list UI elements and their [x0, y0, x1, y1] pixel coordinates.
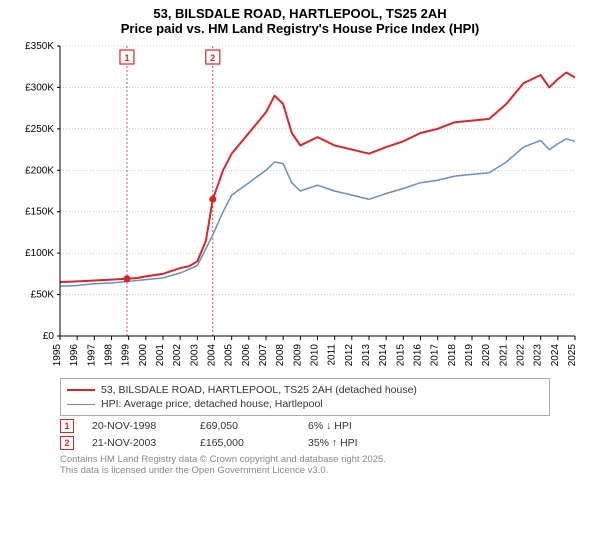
svg-text:1995: 1995 — [52, 344, 63, 367]
legend-label-property: 53, BILSDALE ROAD, HARTLEPOOL, TS25 2AH … — [101, 384, 417, 396]
legend: 53, BILSDALE ROAD, HARTLEPOOL, TS25 2AH … — [60, 378, 550, 416]
sale-delta-1: 6% ↓ HPI — [308, 420, 398, 432]
svg-text:1996: 1996 — [69, 344, 80, 367]
svg-text:1997: 1997 — [86, 344, 97, 367]
legend-label-hpi: HPI: Average price, detached house, Hart… — [101, 398, 323, 410]
svg-text:2001: 2001 — [155, 344, 166, 367]
svg-text:2024: 2024 — [550, 344, 561, 367]
svg-text:2017: 2017 — [430, 344, 441, 367]
sale-price-2: £165,000 — [200, 437, 290, 449]
svg-text:1: 1 — [124, 53, 129, 63]
footer: Contains HM Land Registry data © Crown c… — [60, 454, 600, 477]
svg-text:2000: 2000 — [138, 344, 149, 367]
svg-text:2020: 2020 — [481, 344, 492, 367]
svg-text:2006: 2006 — [241, 344, 252, 367]
svg-text:2: 2 — [210, 53, 215, 63]
sale-date-1: 20-NOV-1998 — [92, 420, 182, 432]
svg-text:2016: 2016 — [413, 344, 424, 367]
legend-row-property: 53, BILSDALE ROAD, HARTLEPOOL, TS25 2AH … — [67, 383, 543, 397]
title-line-2: Price paid vs. HM Land Registry's House … — [0, 21, 600, 36]
svg-text:2009: 2009 — [292, 344, 303, 367]
svg-text:2012: 2012 — [344, 344, 355, 367]
sale-marker-2-icon: 2 — [60, 436, 74, 450]
svg-text:£350K: £350K — [25, 41, 54, 52]
svg-text:2022: 2022 — [516, 344, 527, 367]
svg-text:2015: 2015 — [395, 344, 406, 367]
sale-row-1: 1 20-NOV-1998 £69,050 6% ↓ HPI — [60, 419, 600, 433]
svg-text:£150K: £150K — [25, 207, 54, 218]
svg-text:2002: 2002 — [172, 344, 183, 367]
sale-price-1: £69,050 — [200, 420, 290, 432]
svg-text:£50K: £50K — [31, 290, 55, 301]
svg-text:£0: £0 — [43, 331, 55, 342]
price-chart: £0 £50K £100K £150K £200K £250K £300K £350K 1 2 19… — [0, 36, 600, 376]
title-block: 53, BILSDALE ROAD, HARTLEPOOL, TS25 2AH … — [0, 0, 600, 36]
svg-text:2021: 2021 — [498, 344, 509, 367]
svg-text:£200K: £200K — [25, 165, 54, 176]
svg-text:£100K: £100K — [25, 248, 54, 259]
svg-text:2007: 2007 — [258, 344, 269, 367]
svg-text:£300K: £300K — [25, 82, 54, 93]
svg-text:2013: 2013 — [361, 344, 372, 367]
svg-text:2003: 2003 — [189, 344, 200, 367]
svg-text:2023: 2023 — [533, 344, 544, 367]
title-line-1: 53, BILSDALE ROAD, HARTLEPOOL, TS25 2AH — [0, 6, 600, 21]
svg-text:2011: 2011 — [327, 344, 338, 366]
svg-text:2018: 2018 — [447, 344, 458, 367]
legend-swatch-property — [67, 389, 95, 391]
footer-line-2: This data is licensed under the Open Gov… — [60, 465, 600, 476]
legend-row-hpi: HPI: Average price, detached house, Hart… — [67, 397, 543, 411]
svg-text:£250K: £250K — [25, 124, 54, 135]
sale-delta-2: 35% ↑ HPI — [308, 437, 398, 449]
sale-date-2: 21-NOV-2003 — [92, 437, 182, 449]
sale-marker-1-icon: 1 — [60, 419, 74, 433]
svg-text:2019: 2019 — [464, 344, 475, 367]
svg-text:2004: 2004 — [207, 344, 218, 367]
sale-row-2: 2 21-NOV-2003 £165,000 35% ↑ HPI — [60, 436, 600, 450]
svg-text:2005: 2005 — [224, 344, 235, 367]
svg-text:1998: 1998 — [104, 344, 115, 367]
svg-text:2014: 2014 — [378, 344, 389, 367]
svg-text:2010: 2010 — [310, 344, 321, 367]
legend-swatch-hpi — [67, 404, 95, 405]
footer-line-1: Contains HM Land Registry data © Crown c… — [60, 454, 600, 465]
svg-text:1999: 1999 — [121, 344, 132, 367]
chart-container: 53, BILSDALE ROAD, HARTLEPOOL, TS25 2AH … — [0, 0, 600, 560]
svg-text:2008: 2008 — [275, 344, 286, 367]
svg-text:2025: 2025 — [567, 344, 578, 367]
